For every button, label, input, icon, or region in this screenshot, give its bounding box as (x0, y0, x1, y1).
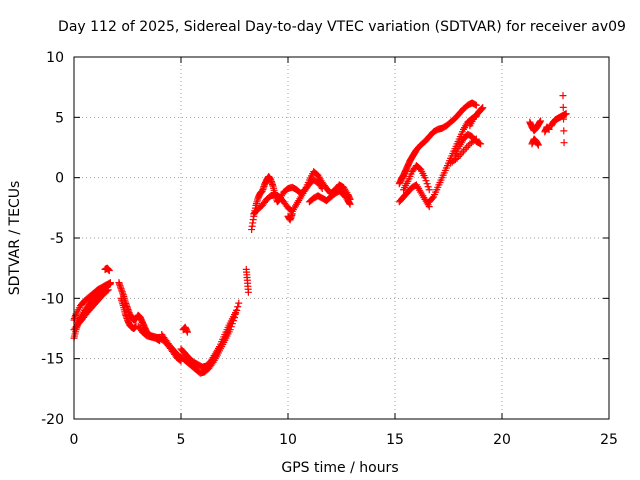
data-point (479, 104, 487, 112)
data-point (559, 103, 567, 111)
data-point (560, 139, 568, 147)
x-axis-label: GPS time / hours (281, 460, 398, 476)
x-tick-label: 10 (279, 432, 297, 448)
data-point (471, 136, 479, 144)
y-axis-label: SDTVAR / TECUs (7, 181, 23, 296)
y-tick-label: -15 (41, 352, 64, 368)
data-point (155, 336, 163, 344)
data-point (423, 180, 431, 188)
axis-ticks (73, 56, 610, 420)
data-point (244, 288, 252, 296)
y-axis-tick-labels: -20 -15 -10 -5 0 5 10 (41, 50, 64, 428)
data-point (106, 279, 114, 287)
y-tick-label: -5 (50, 231, 64, 247)
data-point (562, 110, 570, 118)
x-tick-label: 20 (493, 432, 511, 448)
y-tick-label: -20 (41, 412, 64, 428)
data-point (534, 141, 542, 149)
chart-title: Day 112 of 2025, Sidereal Day-to-day VTE… (58, 19, 626, 35)
data-point (422, 177, 430, 185)
y-tick-label: -10 (41, 291, 64, 307)
data-point (346, 200, 354, 208)
data-point (234, 303, 242, 311)
data-point (425, 186, 433, 194)
data-point (472, 101, 480, 109)
data-point (288, 210, 296, 218)
data-point (105, 279, 113, 287)
data-point (456, 151, 464, 159)
data-point (477, 140, 485, 148)
data-point (472, 135, 480, 143)
data-point (424, 183, 432, 191)
y-tick-label: 10 (46, 50, 64, 66)
data-point (183, 328, 191, 336)
data-point (545, 125, 553, 133)
y-tick-label: 5 (55, 110, 64, 126)
data-point (463, 144, 471, 151)
data-point (560, 127, 568, 135)
grid-lines (74, 57, 609, 419)
x-axis-tick-labels: 0 5 10 15 20 25 (70, 432, 618, 448)
y-tick-label: 0 (55, 171, 64, 187)
data-point (458, 149, 466, 157)
data-point (471, 101, 479, 109)
data-points (70, 92, 570, 377)
x-tick-label: 15 (386, 432, 404, 448)
data-point (560, 115, 568, 123)
data-point (537, 117, 545, 125)
data-point (428, 194, 436, 202)
data-point (451, 156, 459, 164)
data-point (156, 337, 164, 345)
data-point (105, 267, 113, 275)
data-point (104, 286, 112, 294)
x-tick-label: 0 (70, 432, 79, 448)
data-point (233, 306, 241, 314)
data-point (559, 92, 567, 100)
x-tick-label: 25 (600, 432, 618, 448)
data-point (476, 139, 484, 147)
x-tick-label: 5 (177, 432, 186, 448)
data-point (235, 299, 243, 307)
data-point (103, 287, 111, 295)
data-point (421, 174, 429, 182)
